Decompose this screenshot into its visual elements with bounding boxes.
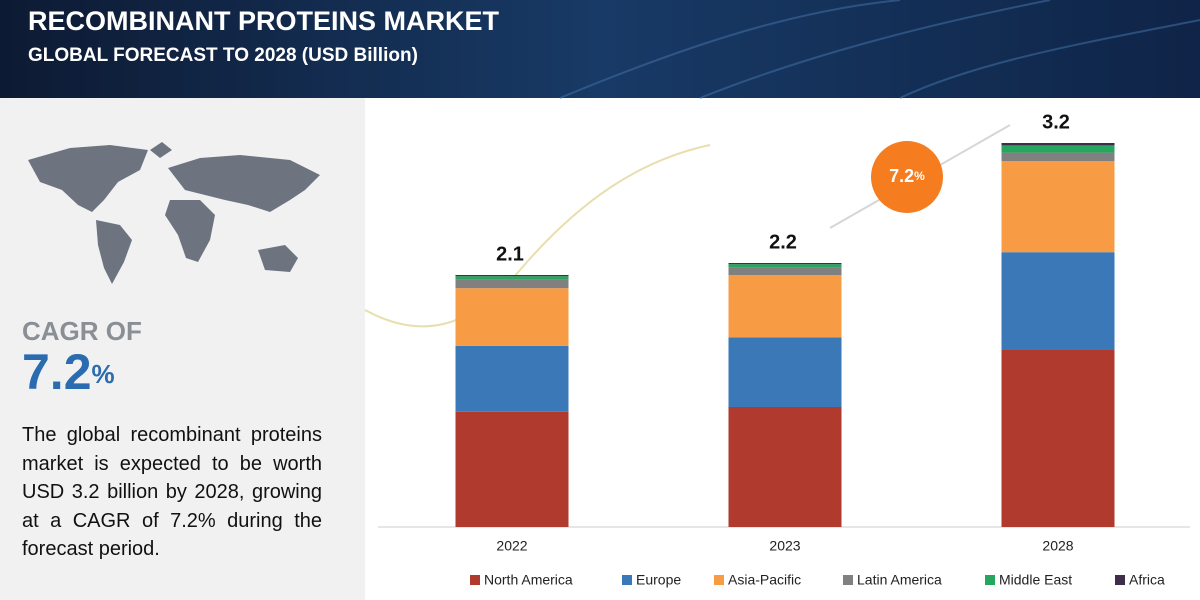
bar-segment bbox=[728, 337, 842, 407]
total-label: 2.2 bbox=[769, 231, 797, 253]
badge-number: 7.2 bbox=[889, 166, 914, 186]
bar-segment bbox=[728, 407, 842, 527]
x-tick-label: 2022 bbox=[496, 538, 527, 554]
bar-segment bbox=[455, 288, 569, 346]
bar-segment bbox=[455, 345, 569, 412]
bar-segment bbox=[1001, 152, 1115, 161]
cagr-number: 7.2 bbox=[22, 344, 92, 400]
legend-label: Middle East bbox=[999, 572, 1072, 588]
x-tick-label: 2028 bbox=[1042, 538, 1073, 554]
cagr-label: CAGR OF bbox=[22, 316, 142, 346]
legend-label: Europe bbox=[636, 572, 681, 588]
badge-unit: % bbox=[914, 169, 925, 183]
world-map bbox=[28, 142, 320, 284]
x-tick-label: 2023 bbox=[769, 538, 800, 554]
cagr-unit: % bbox=[92, 359, 115, 389]
bar-segment bbox=[455, 275, 569, 277]
description: The global recombinant proteins market i… bbox=[22, 424, 322, 560]
bar-segment bbox=[455, 276, 569, 280]
bar-segment bbox=[728, 267, 842, 275]
legend-label: Asia-Pacific bbox=[728, 572, 801, 588]
total-label: 3.2 bbox=[1042, 111, 1070, 133]
title: RECOMBINANT PROTEINS MARKET bbox=[28, 6, 500, 36]
bar-segment bbox=[1001, 252, 1115, 350]
legend-label: Africa bbox=[1129, 572, 1165, 588]
legend-swatch bbox=[843, 575, 853, 585]
header-decor bbox=[559, 0, 1200, 99]
bar-segment bbox=[1001, 349, 1115, 527]
cagr-badge-text: 7.2% bbox=[889, 166, 925, 186]
legend-swatch bbox=[714, 575, 724, 585]
subtitle: GLOBAL FORECAST TO 2028 (USD Billion) bbox=[28, 45, 418, 66]
decor-curve bbox=[364, 144, 711, 328]
cagr-badge bbox=[871, 141, 943, 213]
legend-swatch bbox=[470, 575, 480, 585]
bar-segment bbox=[1001, 143, 1115, 146]
legend-label: North America bbox=[484, 572, 573, 588]
bar-segment bbox=[728, 264, 842, 268]
bar-segment bbox=[455, 411, 569, 527]
legend-swatch bbox=[1115, 575, 1125, 585]
legend-label: Latin America bbox=[857, 572, 942, 588]
total-label: 2.1 bbox=[496, 243, 524, 265]
plot: 2.1 2022 2.2 2023 3.2 2028 North America Europe… bbox=[455, 111, 1165, 588]
bar-segment bbox=[728, 275, 842, 338]
bar-segment bbox=[455, 279, 569, 289]
cagr-value: 7.2% bbox=[22, 344, 115, 400]
bar-segment bbox=[1001, 161, 1115, 253]
bar-segment bbox=[1001, 145, 1115, 153]
bar-segment bbox=[728, 263, 842, 265]
legend-swatch bbox=[985, 575, 995, 585]
legend-swatch bbox=[622, 575, 632, 585]
